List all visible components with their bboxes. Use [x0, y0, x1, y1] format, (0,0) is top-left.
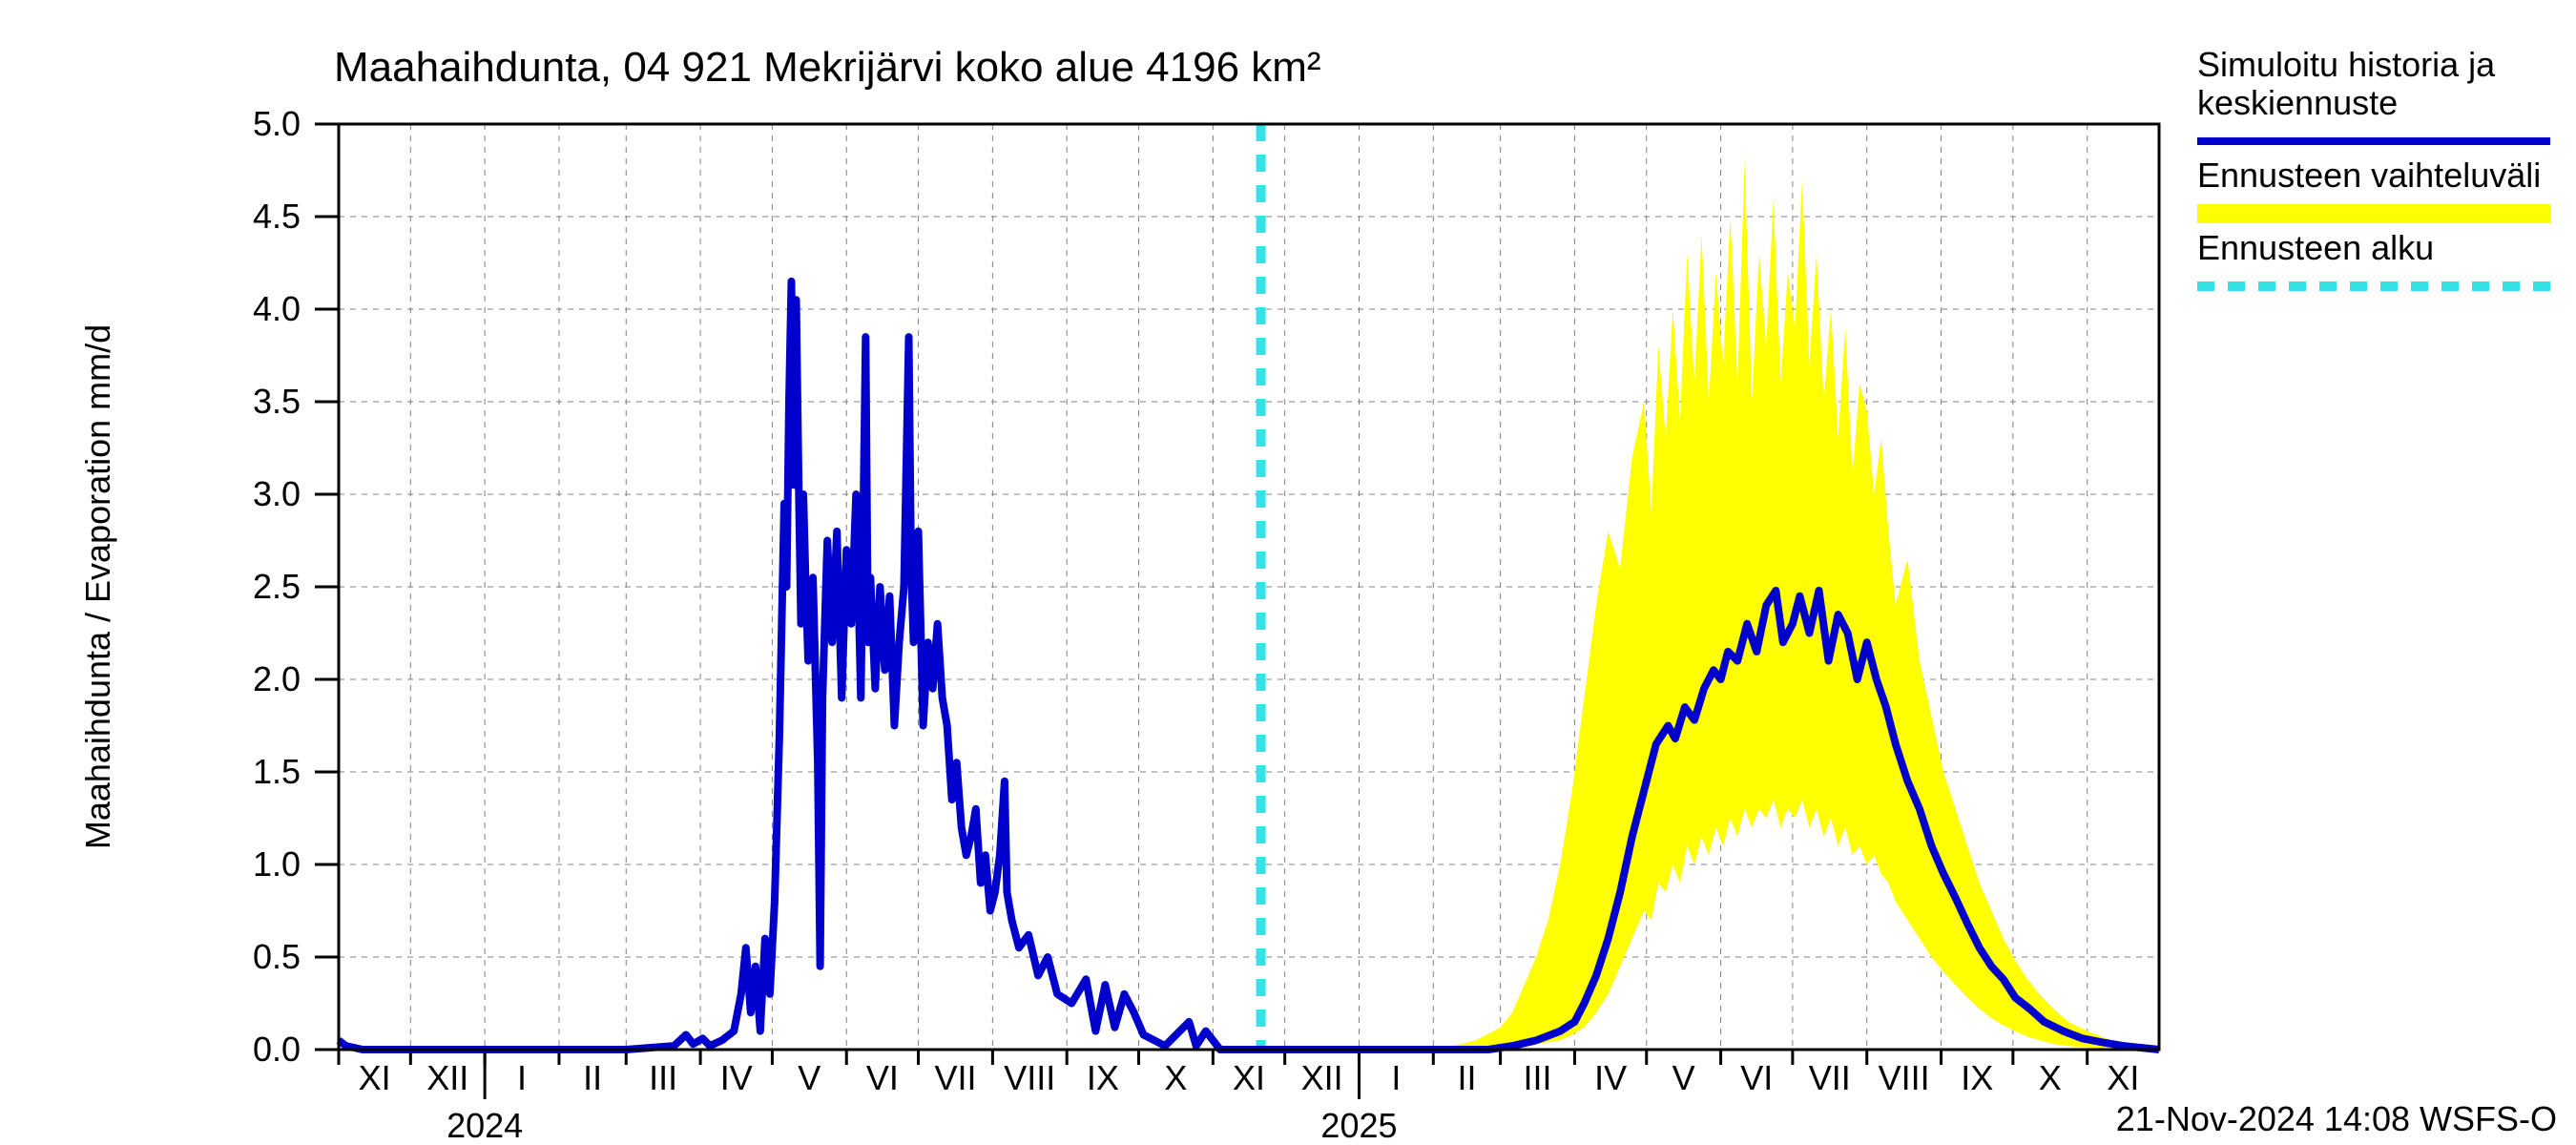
footer-timestamp: 21-Nov-2024 14:08 WSFS-O	[2116, 1099, 2557, 1138]
y-tick-label: 0.5	[253, 937, 301, 976]
x-tick-label: XII	[426, 1058, 468, 1097]
x-tick-label: X	[2039, 1058, 2062, 1097]
y-axis-label: Maahaihdunta / Evaporation mm/d	[78, 324, 117, 849]
chart-container: 0.00.51.01.52.02.53.03.54.04.55.0XIXIIII…	[0, 0, 2576, 1145]
y-tick-label: 2.0	[253, 659, 301, 698]
x-tick-label: XI	[2107, 1058, 2139, 1097]
x-tick-label: XII	[1301, 1058, 1343, 1097]
x-tick-label: IX	[1961, 1058, 1993, 1097]
y-tick-label: 3.0	[253, 474, 301, 513]
legend-label: keskiennuste	[2197, 83, 2398, 122]
x-tick-label: III	[1524, 1058, 1552, 1097]
y-tick-label: 0.0	[253, 1030, 301, 1069]
x-tick-label: XI	[359, 1058, 391, 1097]
x-tick-label: V	[798, 1058, 821, 1097]
x-tick-label: X	[1164, 1058, 1187, 1097]
x-tick-label: IV	[1594, 1058, 1627, 1097]
y-tick-label: 3.5	[253, 382, 301, 421]
x-tick-label: XI	[1233, 1058, 1265, 1097]
x-tick-label: I	[517, 1058, 527, 1097]
y-tick-label: 5.0	[253, 104, 301, 143]
x-tick-label: VIII	[1004, 1058, 1055, 1097]
y-tick-label: 2.5	[253, 567, 301, 606]
x-tick-label: VI	[866, 1058, 899, 1097]
x-tick-label: II	[1457, 1058, 1476, 1097]
x-tick-label: III	[649, 1058, 677, 1097]
x-tick-label: IX	[1087, 1058, 1119, 1097]
evaporation-chart: 0.00.51.01.52.02.53.03.54.04.55.0XIXIIII…	[0, 0, 2576, 1145]
x-tick-label: VII	[934, 1058, 976, 1097]
legend-label: Ennusteen vaihteluväli	[2197, 156, 2541, 195]
x-tick-label: VIII	[1879, 1058, 1930, 1097]
y-tick-label: 4.5	[253, 197, 301, 236]
x-tick-label: V	[1672, 1058, 1695, 1097]
x-year-label: 2024	[447, 1106, 523, 1145]
y-tick-label: 1.0	[253, 844, 301, 884]
x-tick-label: I	[1391, 1058, 1401, 1097]
legend-label: Simuloitu historia ja	[2197, 45, 2496, 84]
x-tick-label: VI	[1740, 1058, 1773, 1097]
y-tick-label: 1.5	[253, 752, 301, 791]
x-tick-label: IV	[720, 1058, 753, 1097]
y-tick-label: 4.0	[253, 289, 301, 328]
x-tick-label: VII	[1809, 1058, 1851, 1097]
legend-label: Ennusteen alku	[2197, 228, 2434, 267]
chart-title: Maahaihdunta, 04 921 Mekrijärvi koko alu…	[334, 44, 1321, 91]
x-year-label: 2025	[1320, 1106, 1397, 1145]
x-tick-label: II	[583, 1058, 602, 1097]
